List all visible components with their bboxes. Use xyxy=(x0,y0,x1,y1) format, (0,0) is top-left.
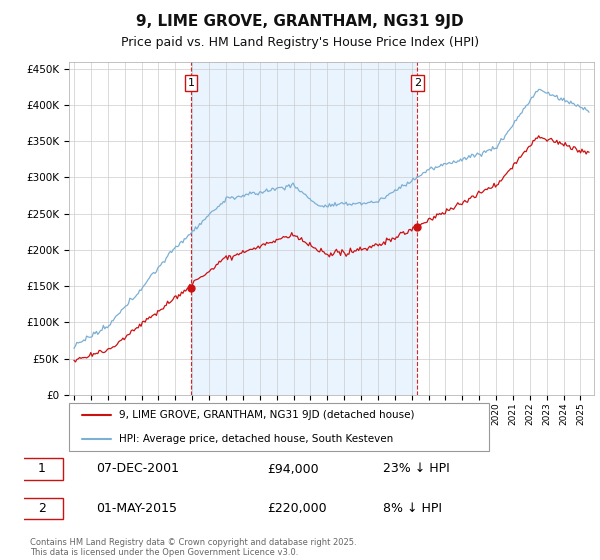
Text: 07-DEC-2001: 07-DEC-2001 xyxy=(96,463,179,475)
FancyBboxPatch shape xyxy=(69,403,489,451)
Text: £220,000: £220,000 xyxy=(267,502,326,515)
Text: 2: 2 xyxy=(413,78,421,88)
Text: 8% ↓ HPI: 8% ↓ HPI xyxy=(383,502,442,515)
FancyBboxPatch shape xyxy=(21,458,62,480)
Text: £94,000: £94,000 xyxy=(267,463,319,475)
Text: 2: 2 xyxy=(38,502,46,515)
Text: 9, LIME GROVE, GRANTHAM, NG31 9JD: 9, LIME GROVE, GRANTHAM, NG31 9JD xyxy=(136,14,464,29)
Text: Price paid vs. HM Land Registry's House Price Index (HPI): Price paid vs. HM Land Registry's House … xyxy=(121,36,479,49)
Bar xyxy=(191,62,417,395)
Text: 01-MAY-2015: 01-MAY-2015 xyxy=(96,502,177,515)
Text: 1: 1 xyxy=(38,463,46,475)
Text: 9, LIME GROVE, GRANTHAM, NG31 9JD (detached house): 9, LIME GROVE, GRANTHAM, NG31 9JD (detac… xyxy=(119,410,415,420)
Text: HPI: Average price, detached house, South Kesteven: HPI: Average price, detached house, Sout… xyxy=(119,434,394,444)
FancyBboxPatch shape xyxy=(21,497,62,519)
Text: 1: 1 xyxy=(187,78,194,88)
Text: 23% ↓ HPI: 23% ↓ HPI xyxy=(383,463,449,475)
Text: Contains HM Land Registry data © Crown copyright and database right 2025.
This d: Contains HM Land Registry data © Crown c… xyxy=(30,538,356,557)
